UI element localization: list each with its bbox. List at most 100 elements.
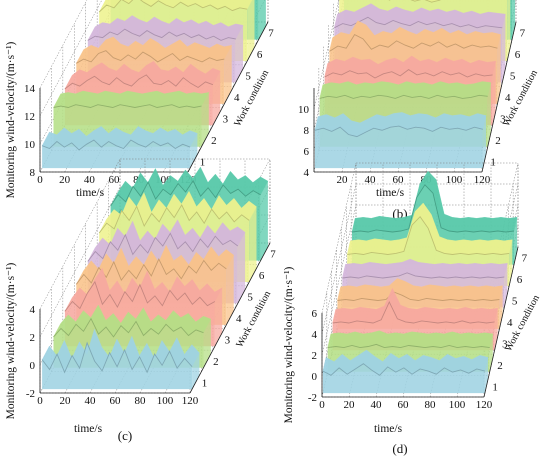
- y-tick-label: 4: [304, 167, 310, 179]
- y-tick-label: 10: [298, 104, 310, 116]
- series-5-cap: [235, 25, 244, 83]
- y-tick-label: 10: [24, 139, 36, 151]
- z-tick-label: 2: [213, 356, 219, 368]
- series-7-line: [351, 184, 515, 233]
- z-tick-label: 6: [259, 270, 265, 282]
- series-1: [41, 328, 200, 390]
- series-6-cap: [247, 0, 255, 61]
- x-tick-label: 120: [474, 174, 491, 186]
- x-tick-label: 20: [60, 395, 72, 407]
- series-group: [322, 170, 518, 394]
- z-tick-label: 1: [492, 381, 498, 393]
- z-axis-line: [189, 242, 271, 394]
- z-tick-label: 2: [497, 360, 503, 372]
- series-2-line: [53, 104, 202, 108]
- series-6-cap: [249, 206, 257, 282]
- y-tick-label: 2: [30, 332, 36, 344]
- y-axis-title: Monitoring wind-velocity/(m·s⁻¹): [283, 266, 295, 423]
- series-4-cap: [226, 255, 234, 325]
- series-6-line: [98, 0, 248, 13]
- y-tick-label: 8: [304, 125, 310, 137]
- z-tick-label: 7: [520, 28, 526, 40]
- panel-label: (c): [118, 428, 132, 443]
- chart-panel-1: 02040608010012081012141234567Work condit…: [5, 0, 274, 221]
- y-tick-label: 6: [304, 146, 310, 158]
- chart-panel-2: 20406080100120468101234567Work condition…: [298, 0, 540, 221]
- x-tick-label: 40: [85, 395, 97, 407]
- series-1-cap: [190, 133, 198, 169]
- series-4-line: [329, 34, 498, 52]
- series-5-cap: [237, 232, 246, 304]
- x-axis-title: time/s: [74, 423, 103, 435]
- x-tick-label: 60: [110, 395, 122, 407]
- z-tick-label: 4: [234, 92, 240, 104]
- series-1-cap: [192, 353, 200, 390]
- z-tick-label: 2: [211, 135, 217, 147]
- y-tick-label: 4: [312, 329, 318, 341]
- series-2-cap: [201, 92, 209, 147]
- x-tick-label: 100: [157, 395, 174, 407]
- y-tick-label: 8: [30, 167, 36, 179]
- series-1-cap: [482, 115, 486, 169]
- y-tick-label: 2: [312, 350, 318, 362]
- series-5-line: [342, 272, 505, 279]
- z-tick-label: 3: [500, 113, 506, 125]
- series-2-cap: [203, 319, 211, 368]
- x-tick-label: 20: [59, 174, 71, 186]
- series-group: [41, 166, 269, 390]
- series-1: [322, 349, 489, 394]
- z-tick-label: 7: [522, 253, 528, 265]
- grid-line: [39, 158, 121, 310]
- series-1-line: [314, 125, 484, 138]
- y-tick-label: 0: [30, 360, 36, 372]
- series-1: [314, 112, 487, 169]
- x-tick-label: 60: [109, 174, 121, 186]
- z-tick-label: 7: [268, 28, 274, 40]
- series-1-cap: [484, 357, 488, 394]
- x-tick-label: 40: [371, 399, 383, 411]
- series-1-area: [322, 363, 485, 394]
- x-axis-title: time/s: [76, 187, 105, 199]
- z-tick-label: 5: [245, 71, 251, 83]
- series-7-cap: [258, 0, 266, 40]
- z-tick-label: 3: [225, 334, 231, 346]
- series-3-cap: [214, 287, 223, 347]
- y-tick-label: 14: [24, 83, 36, 95]
- z-tick-label: 5: [510, 71, 516, 83]
- series-5-line: [87, 232, 239, 262]
- z-axis-line: [483, 246, 519, 398]
- z-axis-line: [187, 21, 269, 173]
- grid-line: [39, 186, 121, 338]
- series-1-line: [322, 363, 486, 376]
- z-tick-label: 4: [505, 92, 511, 104]
- z-tick-label: 2: [495, 135, 501, 147]
- y-axis-title: Monitoring wind-velocity/(m·s⁻¹): [5, 262, 17, 419]
- x-tick-label: 60: [398, 399, 410, 411]
- z-tick-label: 1: [202, 377, 208, 389]
- y-tick-label: 6: [312, 308, 318, 320]
- y-tick-label: 12: [24, 111, 35, 123]
- series-6-line: [347, 215, 510, 255]
- series-3-line: [64, 280, 216, 312]
- series-4-line: [337, 291, 500, 301]
- y-tick-label: 0: [312, 371, 318, 383]
- z-tick-label: 1: [490, 156, 496, 168]
- series-6-cap: [507, 0, 511, 61]
- series-7-line: [110, 179, 261, 207]
- x-tick-label: 100: [446, 174, 463, 186]
- x-tick-label: 100: [449, 399, 466, 411]
- x-tick-label: 20: [337, 174, 349, 186]
- series-3-cap: [212, 71, 221, 126]
- x-tick-label: 40: [365, 174, 377, 186]
- z-tick-label: 6: [515, 49, 521, 61]
- series-2-cap: [487, 82, 491, 147]
- x-tick-label: 40: [84, 174, 96, 186]
- series-6-line: [98, 204, 250, 234]
- series-2-line: [53, 317, 204, 338]
- series-1-line: [41, 341, 193, 374]
- series-4-cap: [224, 45, 232, 104]
